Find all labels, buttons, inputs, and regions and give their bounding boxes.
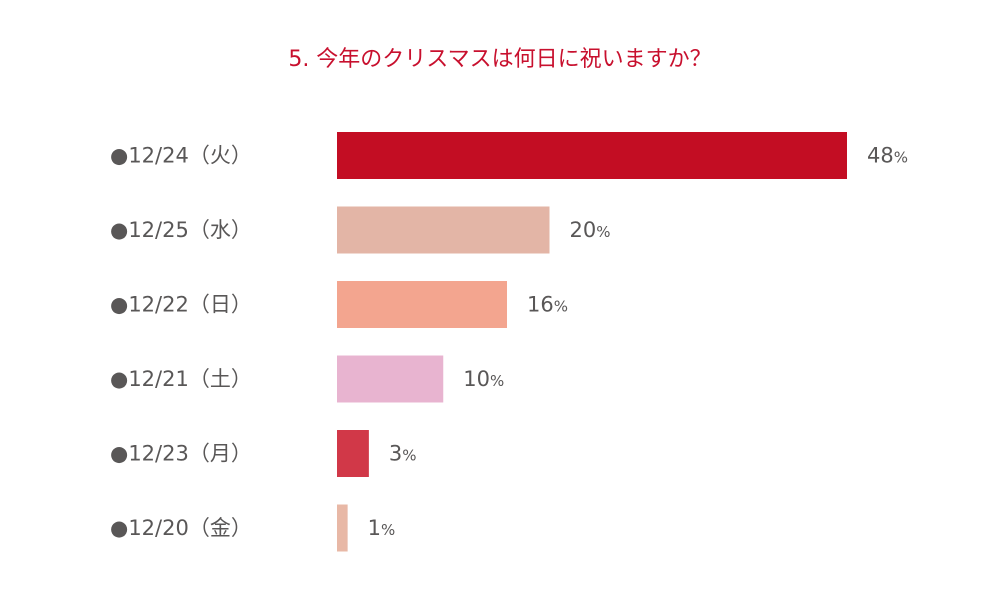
value-number: 10 — [463, 367, 490, 391]
bar — [337, 281, 507, 328]
value-unit: % — [894, 149, 908, 167]
value-unit: % — [381, 521, 395, 539]
bar — [337, 504, 348, 552]
value-label: 1% — [368, 516, 396, 540]
value-number: 16 — [527, 293, 554, 317]
category-label: ●12/24（火） — [110, 144, 252, 168]
value-number: 3 — [389, 442, 402, 466]
value-unit: % — [490, 372, 504, 390]
category-label: ●12/22（日） — [110, 293, 252, 317]
category-label: ●12/21（土） — [110, 367, 252, 391]
value-number: 48 — [867, 144, 894, 168]
category-label: ●12/25（水） — [110, 218, 252, 242]
category-label: ●12/20（金） — [110, 516, 252, 540]
value-label: 20% — [570, 218, 611, 242]
chart-title: 5. 今年のクリスマスは何日に祝いますか？ — [288, 47, 711, 72]
value-unit: % — [554, 298, 568, 316]
bar — [337, 132, 847, 179]
bar — [337, 430, 369, 477]
value-unit: % — [402, 447, 416, 465]
bar — [337, 355, 444, 403]
value-unit: % — [596, 223, 610, 241]
value-number: 1 — [368, 516, 381, 540]
value-number: 20 — [570, 218, 597, 242]
value-label: 16% — [527, 293, 568, 317]
value-label: 10% — [463, 367, 504, 391]
category-label: ●12/23（月） — [110, 442, 252, 466]
bars-group: ●12/24（火） 48% ●12/25（水） 20% ●12/22（日） 16% ●12/… — [110, 132, 908, 552]
value-label: 3% — [389, 442, 417, 466]
value-label: 48% — [867, 144, 908, 168]
bar — [337, 206, 550, 254]
